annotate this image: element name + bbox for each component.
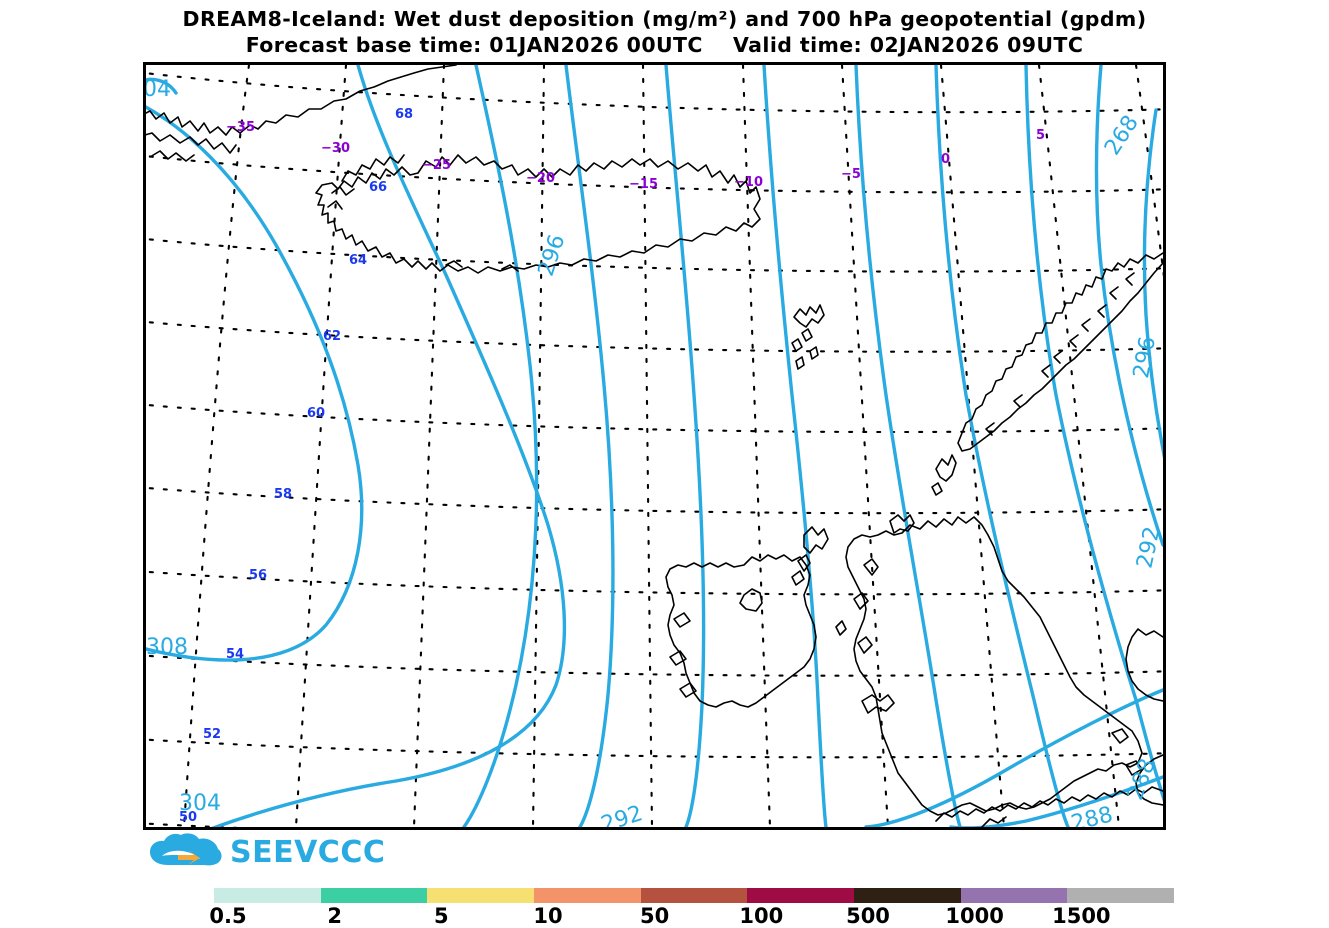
seevccc-logo: SEEVCCC — [148, 833, 388, 875]
latitude-label: 54 — [226, 647, 245, 662]
coastline-denmark — [1125, 628, 1163, 702]
coastline-france — [935, 786, 1163, 822]
colorbar-swatch — [1067, 888, 1174, 903]
cloud-icon — [150, 833, 222, 866]
colorbar-tick: 2 — [327, 904, 342, 928]
geopotential-contours — [146, 65, 1163, 827]
colorbar-tick-labels: 0.5 2 5 10 50 100 500 1000 1500 — [209, 904, 1174, 928]
latitude-label: 64 — [349, 253, 368, 268]
map-panel: 68 66 64 62 60 58 56 54 52 50 −35 −30 −2… — [143, 62, 1166, 830]
coastline-greenland — [146, 65, 457, 136]
longitude-label: 5 — [1036, 128, 1046, 143]
coastline-great-britain — [845, 516, 1143, 816]
longitude-label: −5 — [841, 167, 861, 182]
latitude-label: 66 — [369, 180, 388, 195]
longitude-label: −35 — [226, 120, 255, 135]
forecast-time-subtitle: Forecast base time: 01JAN2026 00UTC Vali… — [245, 33, 1084, 57]
longitude-label: −20 — [526, 171, 555, 186]
contour-label: 304 — [143, 77, 171, 102]
graticule-meridians — [182, 65, 1163, 827]
coastline-norway — [957, 252, 1163, 452]
longitude-label: −15 — [629, 177, 658, 192]
colorbar-swatch — [214, 888, 321, 903]
coastline-iceland — [315, 154, 761, 274]
latitude-label: 62 — [323, 329, 342, 344]
coastline-shetland — [935, 454, 957, 482]
coastline-isle-of-man — [835, 620, 847, 636]
colorbar-tick: 5 — [434, 904, 449, 928]
colorbar-swatch — [640, 888, 748, 903]
contour-label: 304 — [179, 791, 221, 816]
colorbar-tick: 10 — [533, 904, 563, 928]
latitude-label: 50 — [179, 810, 198, 825]
coastline-ireland — [665, 554, 817, 708]
longitude-label: −10 — [734, 175, 763, 190]
colorbar-swatch — [320, 888, 428, 903]
colorbar-swatch — [853, 888, 961, 903]
coastline-low-countries — [1135, 754, 1163, 806]
colorbar-swatch — [747, 888, 854, 903]
coastline-orkney — [889, 514, 915, 534]
seevccc-logo-text: SEEVCCC — [230, 835, 386, 870]
colorbar-swatch — [960, 888, 1068, 903]
colorbar-swatch — [427, 888, 534, 903]
map-canvas — [146, 65, 1163, 827]
coastline-hebrides — [803, 526, 829, 554]
colorbar-tick: 1500 — [1052, 904, 1111, 928]
coastline-faroe — [791, 304, 825, 370]
latitude-label: 56 — [249, 568, 268, 583]
colorbar-tick: 1000 — [945, 904, 1004, 928]
colorbar-swatches — [214, 888, 1174, 903]
colorbar-swatch — [533, 888, 641, 903]
latitude-label: 52 — [203, 727, 222, 742]
colorbar-tick: 0.5 — [209, 904, 247, 928]
colorbar-tick: 50 — [640, 904, 670, 928]
colorbar-tick: 500 — [846, 904, 890, 928]
contour-label: 308 — [146, 635, 188, 660]
colorbar-tick: 100 — [739, 904, 784, 928]
latitude-label: 68 — [395, 107, 414, 122]
longitude-label: −30 — [321, 141, 350, 156]
longitude-label: 0 — [941, 152, 951, 167]
longitude-label: −25 — [422, 158, 451, 173]
latitude-label: 60 — [307, 406, 326, 421]
latitude-label: 58 — [274, 487, 293, 502]
page-title: DREAM8-Iceland: Wet dust deposition (mg/… — [182, 7, 1147, 31]
colorbar: 0.5 2 5 10 50 100 500 1000 1500 — [209, 888, 1174, 928]
chart-title-block: DREAM8-Iceland: Wet dust deposition (mg/… — [0, 6, 1329, 58]
coastlines — [146, 65, 1163, 827]
